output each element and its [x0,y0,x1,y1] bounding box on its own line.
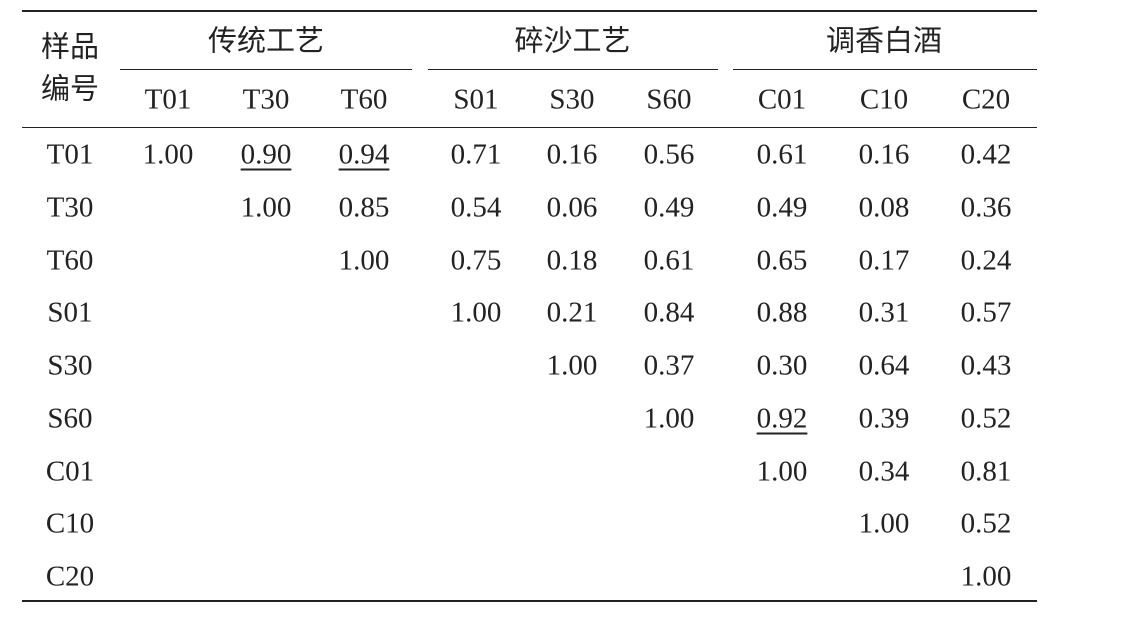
cell: 1.00 [450,296,502,329]
cell: 0.16 [546,138,598,171]
cell: 0.88 [756,296,808,329]
cell: 0.08 [858,191,910,224]
cell: 0.49 [643,191,695,224]
cell: 0.43 [960,349,1012,382]
cell: 0.34 [858,455,910,487]
column-header: T01 [144,83,192,116]
cell: 0.57 [960,296,1012,329]
cell: 1.00 [546,349,598,382]
cell: 0.18 [546,244,598,276]
cell: 1.00 [142,138,194,171]
cell: 0.24 [960,244,1012,276]
row-label: S30 [47,349,93,382]
cell: 0.75 [450,244,502,276]
cell: 0.52 [960,402,1012,435]
cell: 0.85 [338,191,390,224]
row-label: S60 [47,402,93,435]
cell: 0.52 [960,507,1012,540]
cell: 0.30 [756,349,808,382]
group-header: 调香白酒 [825,25,943,58]
cell: 0.94 [338,138,390,171]
column-header: C01 [757,83,807,116]
cell: 1.00 [960,560,1012,593]
cell: 0.61 [643,244,695,276]
cell: 0.65 [756,244,808,276]
cell: 0.81 [960,455,1012,487]
cell: 0.06 [546,191,598,224]
column-header: C20 [961,83,1011,116]
column-header: C10 [859,83,909,116]
row-label: C01 [45,455,95,487]
row-label: C20 [45,560,95,593]
cell: 0.56 [643,138,695,171]
cell: 0.16 [858,138,910,171]
column-header: S60 [646,83,692,116]
cell: 0.37 [643,349,695,382]
row-label: C10 [45,507,95,540]
header-rule [22,127,1037,128]
cell: 0.17 [858,244,910,276]
cell: 0.49 [756,191,808,224]
cell: 0.21 [546,296,598,329]
group-rule [733,69,1037,70]
cell: 0.92 [756,402,808,435]
row-label: S01 [47,296,93,329]
cell: 1.00 [240,191,292,224]
group-header: 碎沙工艺 [514,25,631,58]
column-header: S01 [453,83,499,116]
cell: 1.00 [756,455,808,487]
column-header: T60 [340,83,388,116]
column-header: T30 [242,83,290,116]
column-header: S30 [549,83,595,116]
cell: 0.36 [960,191,1012,224]
group-rule [428,69,718,70]
row-label: T60 [46,244,94,276]
corner-label: 样品 [40,31,100,64]
row-label: T01 [46,138,94,171]
cell: 0.84 [643,296,695,329]
cell: 0.31 [858,296,910,329]
cell: 1.00 [643,402,695,435]
top-rule [22,10,1037,12]
cell: 1.00 [338,244,390,276]
row-label: T30 [46,191,94,224]
cell: 0.61 [756,138,808,171]
group-header: 传统工艺 [207,25,325,58]
cell: 0.39 [858,402,910,435]
cell: 1.00 [858,507,910,540]
cell: 0.42 [960,138,1012,171]
cell: 0.90 [240,138,292,171]
group-rule [120,69,412,70]
cell: 0.64 [858,349,910,382]
cell: 0.54 [450,191,502,224]
cell: 0.71 [450,138,502,171]
bottom-rule [22,600,1037,602]
corner-label: 编号 [40,73,100,106]
